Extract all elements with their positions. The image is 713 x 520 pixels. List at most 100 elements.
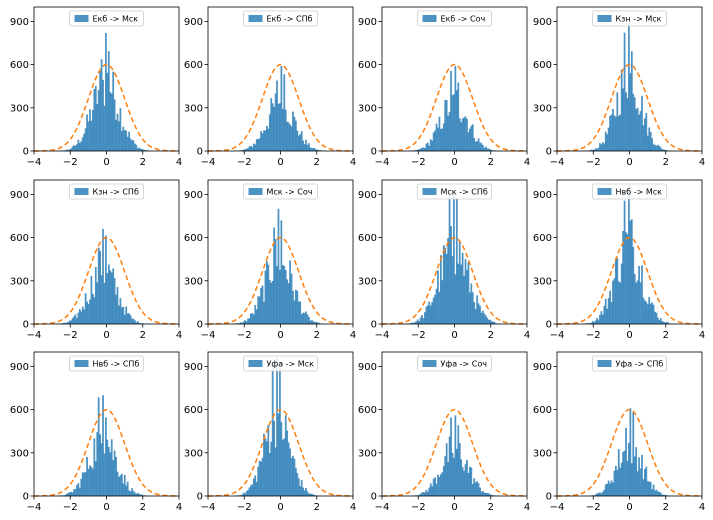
histogram-bar: [623, 450, 626, 496]
histogram-bar: [125, 306, 128, 324]
y-tick-label: 900: [184, 17, 203, 28]
legend-box: [417, 183, 492, 200]
histogram-bar: [633, 456, 636, 496]
histogram-bar: [654, 144, 656, 151]
legend-swatch: [422, 360, 437, 367]
y-tick-label: 0: [546, 320, 552, 331]
histogram-bar: [273, 420, 275, 496]
histogram-bar: [76, 485, 78, 496]
histogram-bar: [467, 132, 470, 151]
histogram-bar: [431, 486, 434, 496]
histogram-bar: [292, 455, 294, 496]
histogram-bar: [313, 148, 316, 151]
histogram-bar: [434, 294, 436, 324]
histogram-bar: [268, 279, 271, 324]
histogram-bar: [268, 453, 271, 496]
histogram-bar: [493, 322, 496, 324]
histogram-bar: [591, 495, 594, 496]
histogram-bar: [316, 149, 319, 151]
histogram-bar: [470, 125, 473, 151]
histogram-bar: [440, 474, 442, 496]
histogram-bar: [483, 492, 486, 496]
histogram-bar: [477, 138, 480, 151]
histogram-bar: [425, 306, 428, 324]
histogram-bar: [295, 467, 297, 496]
legend-label: Кзн -> СПб: [93, 188, 139, 197]
histogram-bar: [429, 139, 432, 151]
histogram-bar: [310, 148, 313, 151]
histogram-bar: [70, 491, 72, 496]
x-tick-label: −4: [375, 330, 390, 341]
y-tick-label: 600: [184, 405, 203, 416]
histogram-bar: [64, 322, 67, 324]
legend-label: Уфа -> Соч: [441, 360, 488, 369]
histogram-bar: [658, 145, 661, 151]
normal-curve: [381, 408, 528, 497]
histogram-bar: [93, 297, 96, 324]
histogram-bar: [102, 79, 104, 151]
x-tick-label: 0: [626, 330, 632, 341]
histogram-bar: [623, 32, 626, 151]
histogram-bar: [105, 417, 107, 496]
histogram-bar: [135, 493, 138, 496]
histogram-bar: [667, 322, 669, 324]
histogram-bar: [295, 289, 297, 324]
y-tick-label: 600: [358, 60, 377, 71]
histogram-bar: [463, 275, 465, 324]
histogram-bar: [438, 476, 441, 496]
histogram-bar: [464, 258, 467, 324]
histogram-bar: [594, 320, 597, 324]
histogram-bar: [96, 104, 99, 151]
histogram-bars: [57, 228, 149, 324]
histogram-bar: [308, 143, 310, 151]
histogram-bar: [613, 278, 616, 324]
histogram-bar: [257, 139, 260, 151]
x-tick-label: 0: [103, 502, 109, 513]
histogram-bar: [444, 99, 447, 151]
histogram-bar: [612, 108, 614, 151]
histogram-bar: [283, 74, 286, 151]
histogram-bar: [107, 51, 110, 151]
histogram-bar: [604, 131, 607, 151]
histogram-bar: [136, 321, 139, 324]
histogram-bar: [617, 116, 620, 151]
x-tick-label: 0: [103, 330, 109, 341]
histogram-bar: [662, 494, 665, 496]
histogram-bar: [661, 149, 664, 151]
histogram-bar: [665, 149, 668, 151]
histogram-bar: [448, 112, 451, 151]
histogram-bar: [109, 92, 112, 151]
histogram-bar: [113, 450, 116, 496]
legend-box: [592, 10, 667, 27]
x-tick-label: 4: [524, 330, 530, 341]
histogram-bar: [655, 312, 658, 324]
histogram-bar: [628, 185, 630, 324]
histogram-bar: [658, 319, 661, 324]
histogram-bar: [261, 457, 264, 496]
histogram-bar: [603, 143, 606, 151]
histogram-bar: [83, 309, 86, 324]
histogram-bar: [635, 282, 638, 324]
histogram-bar: [447, 461, 449, 496]
histogram-bar: [103, 453, 106, 496]
y-tick-label: 300: [533, 448, 552, 459]
histogram-bar: [255, 481, 258, 496]
histogram-bar: [609, 290, 611, 324]
histogram-bar: [477, 483, 480, 496]
legend-box: [243, 10, 318, 27]
histogram-bar: [70, 320, 72, 324]
histogram-bar: [487, 493, 490, 496]
y-tick-label: 0: [371, 492, 377, 503]
normal-curve: [33, 63, 180, 152]
histogram-bar: [596, 148, 598, 151]
histogram-bar: [92, 109, 94, 151]
histogram-bar: [287, 122, 290, 151]
histogram-bar: [487, 148, 490, 151]
histogram-bar: [644, 118, 646, 151]
histogram-bar: [422, 492, 425, 496]
legend-swatch: [597, 188, 612, 195]
histogram-bar: [616, 258, 619, 324]
histogram-bar: [476, 141, 478, 151]
histogram-bar: [68, 492, 71, 496]
histogram-bar: [271, 103, 274, 151]
